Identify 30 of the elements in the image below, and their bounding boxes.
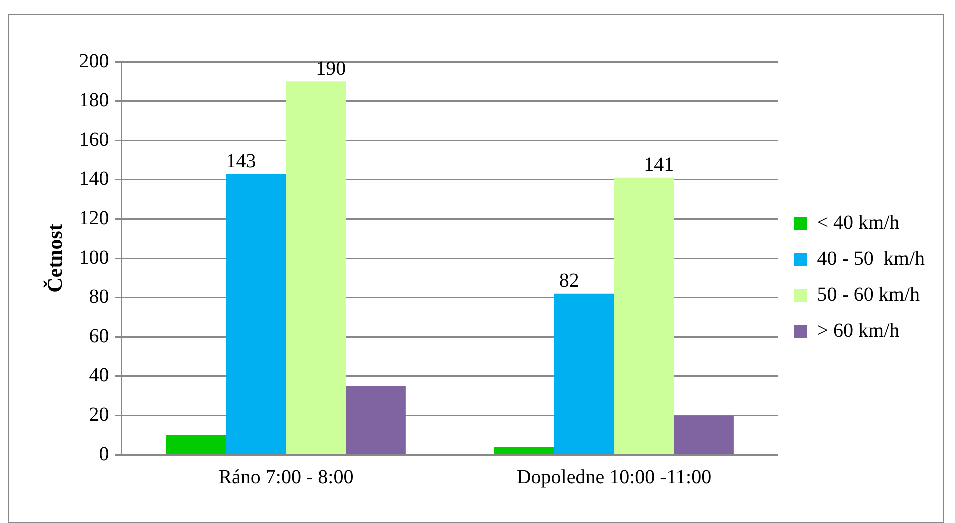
x-tick-label: Ráno 7:00 - 8:00	[218, 466, 354, 488]
y-tick-label: 60	[89, 325, 110, 348]
y-tick-label: 100	[79, 246, 110, 269]
y-tick-label: 20	[89, 404, 110, 426]
y-tick-label: 160	[79, 128, 110, 151]
bar	[166, 435, 226, 454]
data-label: 141	[644, 154, 674, 176]
data-label: 143	[226, 150, 256, 172]
bar	[554, 294, 614, 454]
y-tick-label: 200	[79, 50, 110, 72]
y-tick-label: 40	[89, 364, 110, 387]
bar	[226, 174, 286, 454]
bar	[674, 416, 734, 454]
legend-label: < 40 km/h	[817, 212, 900, 234]
data-label: 190	[316, 58, 346, 80]
y-axis-title: Četnost	[43, 224, 68, 293]
y-tick-label: 0	[99, 443, 110, 466]
legend-label: > 60 km/h	[817, 320, 900, 342]
bar	[494, 447, 554, 454]
legend-label: 40 - 50 km/h	[817, 248, 926, 270]
x-tick-label: Dopoledne 10:00 -11:00	[516, 466, 712, 488]
y-tick-label: 180	[79, 90, 110, 112]
bar	[286, 82, 346, 454]
legend-label: 50 - 60 km/h	[817, 284, 920, 306]
bar	[346, 386, 406, 454]
y-tick-label: 120	[79, 207, 110, 230]
bar	[614, 178, 674, 454]
y-tick-label: 140	[79, 168, 110, 190]
data-label: 82	[559, 270, 580, 292]
y-tick-label: 80	[89, 286, 110, 308]
